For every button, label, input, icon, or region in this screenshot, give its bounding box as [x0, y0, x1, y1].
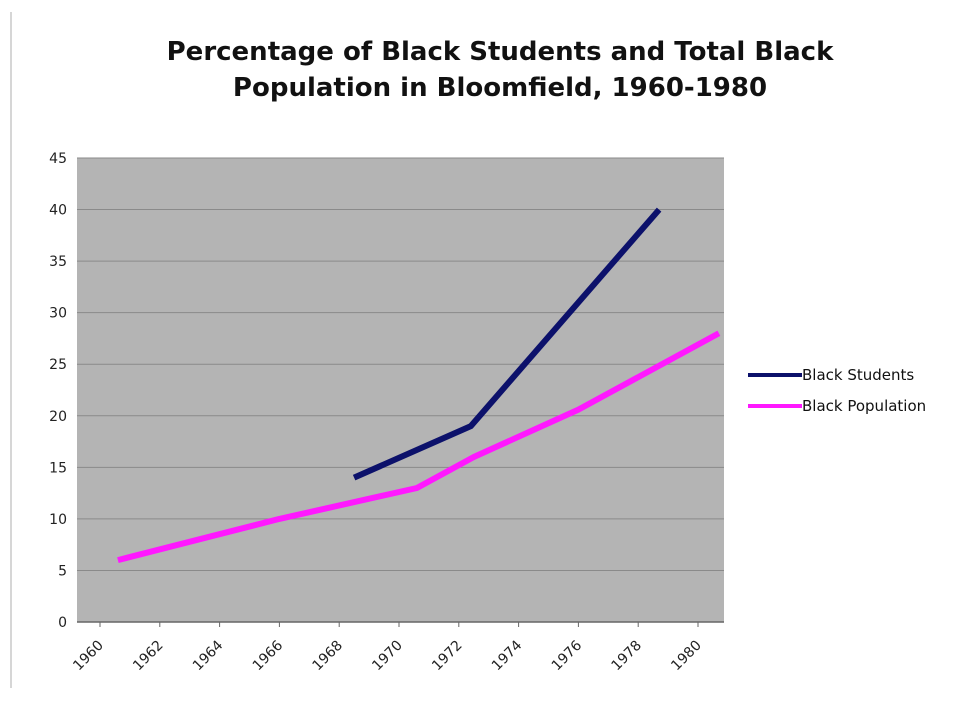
y-tick-label-45: 45 [49, 151, 67, 167]
legend-label-black-population: Black Population [802, 397, 926, 415]
y-tick-label-35: 35 [49, 254, 67, 270]
x-tick-label-1968: 1968 [310, 638, 347, 675]
plot-area [77, 158, 724, 622]
legend-label-black-students: Black Students [802, 366, 914, 384]
chart-title-line-2: Population in Bloomfield, 1960-1980 [232, 73, 768, 103]
x-tick-label-1978: 1978 [609, 638, 646, 675]
series-line-black-students [352, 207, 662, 481]
y-tick-label-10: 10 [49, 512, 67, 528]
x-tick-label-1972: 1972 [429, 638, 466, 675]
x-tick-label-1966: 1966 [250, 637, 287, 674]
x-tick-label-1962: 1962 [130, 638, 167, 675]
y-tick-label-25: 25 [49, 357, 67, 373]
y-tick-label-30: 30 [49, 306, 67, 322]
x-tick-label-1974: 1974 [489, 637, 526, 674]
y-tick-label-40: 40 [49, 203, 67, 219]
x-tick-label-1980: 1980 [668, 638, 705, 675]
y-tick-label-5: 5 [58, 563, 67, 579]
x-tick-label-1970: 1970 [369, 638, 406, 675]
frame-border [10, 12, 12, 688]
chart-title: Percentage of Black Students and Total B… [0, 34, 973, 106]
y-tick-label-0: 0 [58, 615, 67, 631]
series-line-black-population [117, 330, 721, 564]
y-tick-label-20: 20 [49, 409, 67, 425]
x-tick-label-1964: 1964 [190, 637, 227, 674]
y-tick-label-15: 15 [49, 460, 67, 476]
x-tick-label-1976: 1976 [549, 637, 586, 674]
chart-title-line-1: Percentage of Black Students and Total B… [166, 37, 834, 67]
x-tick-label-1960: 1960 [70, 638, 107, 675]
